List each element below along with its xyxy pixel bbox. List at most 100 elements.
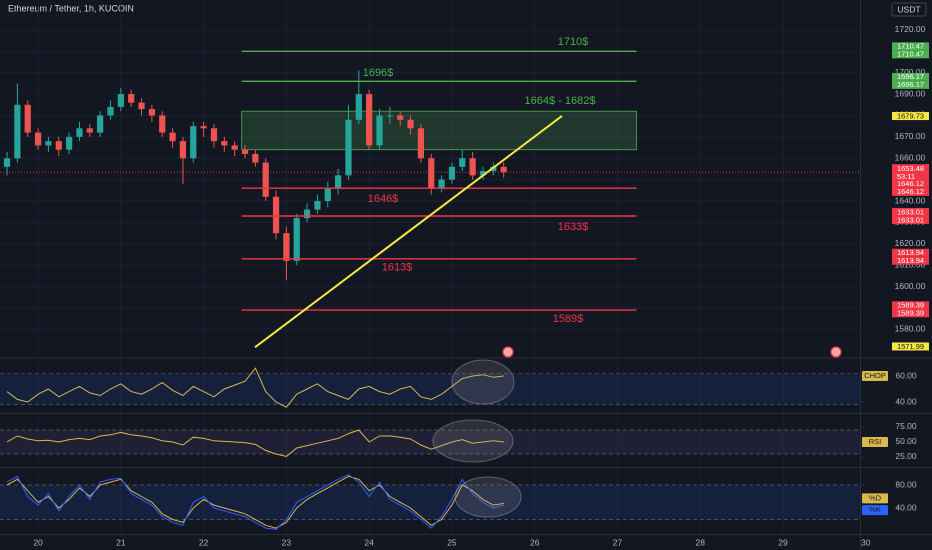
candle-body: [190, 126, 197, 159]
price-label: 1633.01: [897, 207, 924, 216]
price-label: 1613.94: [897, 256, 924, 265]
x-tick-label: 24: [364, 537, 374, 547]
indicator-tick-label: 25.00: [895, 451, 917, 461]
candle-body: [303, 209, 311, 219]
candle-body: [376, 115, 383, 146]
indicator-tick-label: 40.00: [895, 502, 917, 512]
y-tick-label: 1600.00: [895, 281, 926, 291]
indicator-line: [6, 474, 504, 530]
price-label: 1646.12: [897, 187, 924, 196]
candle-body: [366, 94, 373, 146]
y-tick-label: 1690.00: [895, 88, 926, 98]
price-label: 1589.39: [897, 301, 924, 310]
candle-body: [179, 141, 187, 159]
price-label: 1696.17: [897, 80, 924, 89]
candle-body: [3, 158, 11, 167]
candle-body: [283, 233, 290, 261]
candle-body: [107, 106, 114, 116]
price-label-box: [892, 342, 929, 351]
candle-body: [417, 128, 424, 159]
y-tick-label: 1640.00: [895, 195, 926, 205]
candle-body: [500, 166, 507, 173]
candle-body: [14, 104, 21, 159]
price-label-box: [892, 80, 929, 89]
price-label: 1571.99: [897, 342, 924, 351]
indicator-band: [0, 485, 860, 520]
candle-body: [438, 179, 445, 189]
y-tick-label: 1700.00: [895, 67, 926, 77]
level-label: 1633$: [558, 221, 589, 233]
indicator-line: [6, 367, 504, 408]
price-label: 1589.39: [897, 309, 924, 318]
x-tick-label: 29: [778, 537, 788, 547]
indicator-tick-label: 50.00: [895, 436, 917, 446]
last-price-box: [892, 164, 929, 182]
trendline: [254, 115, 563, 349]
indicator-name: CHOP: [864, 371, 886, 380]
candle-body: [407, 119, 414, 129]
x-tick-label: 26: [530, 537, 540, 547]
price-label: 1679.73: [897, 111, 924, 120]
price-label-box: [892, 309, 929, 318]
x-tick-label: 20: [33, 537, 43, 547]
countdown: 53:11: [897, 172, 915, 181]
candle-body: [386, 115, 393, 117]
indicator-name-box: [862, 505, 888, 516]
candle-body: [272, 196, 280, 234]
price-label-box: [892, 50, 929, 59]
candle-body: [128, 94, 135, 103]
candle-body: [221, 141, 228, 146]
level-label: 1613$: [382, 262, 413, 274]
indicator-name: RSI: [869, 437, 882, 446]
candle-body: [210, 128, 218, 142]
candle-body: [459, 158, 466, 167]
price-label-box: [892, 207, 929, 216]
zone: [241, 110, 637, 151]
candle-body: [355, 94, 362, 120]
price-label-box: [892, 301, 929, 310]
candle-body: [45, 141, 52, 146]
currency-box[interactable]: [891, 2, 927, 17]
price-label: 1710.47: [897, 42, 924, 51]
x-tick-label: 28: [696, 537, 706, 547]
candle-body: [397, 115, 404, 120]
indicator-band: [0, 429, 860, 454]
indicator-line: [6, 429, 504, 457]
x-tick-label: 22: [199, 537, 209, 547]
indicator-name-box: [862, 371, 888, 382]
level-label: 1696$: [363, 67, 394, 79]
level-label: 1589$: [553, 313, 584, 325]
x-tick-label: 21: [116, 537, 126, 547]
y-tick-label: 1660.00: [895, 153, 926, 163]
candle-body: [117, 94, 124, 107]
zone-label: 1664$ - 1682$: [525, 95, 596, 107]
price-label-box: [892, 179, 929, 188]
indicator-name: %K: [869, 505, 881, 514]
last-price: 1653.48: [897, 164, 924, 173]
candle-body: [448, 166, 456, 180]
currency[interactable]: USDT: [897, 4, 920, 14]
y-tick-label: 1670.00: [895, 131, 926, 141]
candle-body: [262, 162, 269, 197]
candle-body: [97, 115, 104, 133]
candle-body: [293, 218, 300, 261]
candle-body: [34, 132, 42, 146]
indicator-name: %D: [869, 493, 882, 502]
candle-body: [86, 128, 93, 133]
event-icon: [502, 346, 514, 358]
highlight: [432, 419, 514, 463]
candle-body: [138, 102, 145, 110]
price-label: 1646.12: [897, 179, 924, 188]
candle-body: [428, 158, 435, 189]
candle-body: [314, 201, 321, 210]
candle-body: [335, 175, 342, 189]
candle-body: [469, 158, 476, 176]
candle-body: [200, 126, 207, 129]
indicator-tick-label: 75.00: [895, 421, 917, 431]
price-label-box: [892, 187, 929, 196]
candle-body: [76, 128, 83, 137]
indicator-line: [6, 475, 504, 529]
price-label-box: [892, 112, 929, 121]
